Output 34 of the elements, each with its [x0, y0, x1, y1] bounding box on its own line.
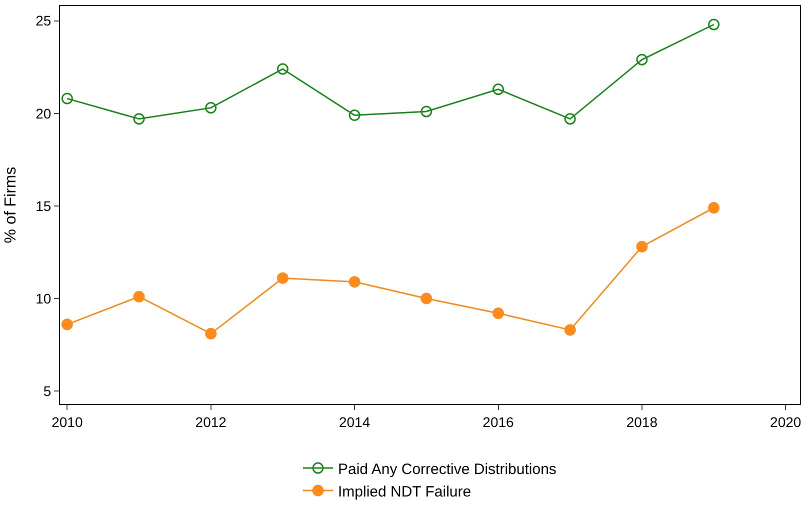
- y-tick-label: 10: [36, 290, 52, 306]
- point: [636, 54, 648, 66]
- point: [708, 202, 720, 214]
- point: [276, 272, 288, 284]
- point: [492, 84, 504, 96]
- point: [348, 276, 360, 288]
- point: [420, 106, 432, 118]
- point: [492, 308, 504, 320]
- y-axis-title: % of Firms: [2, 166, 20, 244]
- y-tick-label: 5: [43, 382, 52, 399]
- point: [348, 109, 360, 121]
- legend-label: Paid Any Corrective Distributions: [338, 460, 556, 478]
- point: [61, 92, 73, 104]
- point: [205, 328, 217, 340]
- point: [205, 102, 217, 114]
- point: [420, 292, 432, 304]
- x-tick-label: 2020: [770, 414, 802, 430]
- point: [133, 290, 145, 302]
- point: [133, 113, 145, 125]
- point: [564, 324, 576, 336]
- y-tick-label: 15: [36, 198, 52, 214]
- x-tick-label: 2016: [482, 414, 514, 430]
- point: [61, 318, 73, 330]
- point: [564, 113, 576, 125]
- legend-label: Implied NDT Failure: [338, 483, 472, 500]
- y-tick-label: 25: [36, 12, 52, 29]
- x-tick-label: 2018: [626, 414, 658, 430]
- x-tick-label: 2010: [52, 414, 83, 430]
- point: [708, 18, 720, 30]
- point: [636, 240, 648, 252]
- y-tick-label: 20: [36, 105, 52, 122]
- x-tick-label: 2014: [338, 414, 370, 430]
- x-tick-label: 2012: [195, 414, 227, 430]
- point: [276, 63, 288, 75]
